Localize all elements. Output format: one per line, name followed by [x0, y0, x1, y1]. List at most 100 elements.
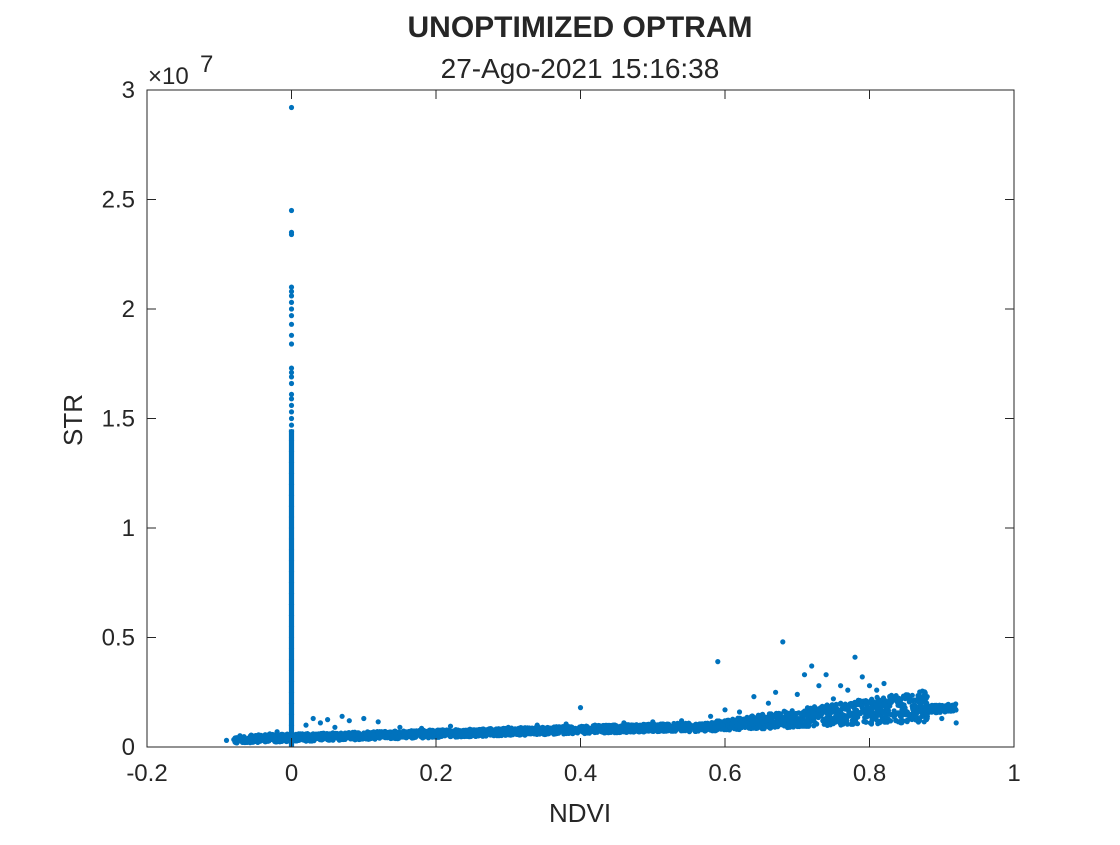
data-point	[835, 708, 841, 714]
data-point	[603, 725, 610, 731]
data-point	[839, 705, 845, 711]
data-point	[795, 716, 802, 722]
data-point	[864, 714, 870, 720]
data-point	[852, 654, 858, 660]
data-point	[248, 732, 254, 738]
data-point	[888, 718, 894, 724]
data-point	[346, 718, 352, 724]
data-point	[813, 721, 819, 727]
data-point	[824, 722, 831, 729]
data-point	[499, 729, 505, 735]
x-tick-label: 1	[1007, 760, 1020, 787]
data-point	[401, 731, 407, 737]
data-point	[809, 663, 815, 669]
data-point	[582, 726, 589, 732]
data-point	[876, 697, 882, 703]
y-exponent: ×10 7	[148, 51, 213, 90]
chart-subtitle: 27-Ago-2021 15:16:38	[441, 53, 720, 84]
data-point	[455, 728, 461, 734]
y-tick-label: 1.5	[102, 406, 135, 433]
data-point	[288, 396, 295, 402]
data-point	[863, 706, 869, 712]
data-point	[801, 708, 808, 714]
data-point	[904, 712, 910, 718]
data-point	[945, 704, 951, 710]
data-point	[651, 727, 657, 734]
data-point	[288, 492, 295, 498]
data-point	[872, 716, 879, 722]
x-tick-label: -0.2	[126, 760, 167, 787]
data-point	[773, 689, 779, 695]
data-point	[806, 722, 812, 728]
x-tick-labels: -0.2 0 0.2 0.4 0.6 0.8 1	[126, 760, 1020, 787]
data-point	[903, 718, 910, 724]
data-point	[830, 696, 837, 702]
data-point	[880, 695, 887, 701]
data-point	[751, 694, 757, 700]
data-point	[909, 692, 915, 698]
data-point	[466, 732, 472, 738]
data-point	[780, 639, 786, 645]
data-point	[830, 708, 836, 714]
data-point	[881, 680, 887, 687]
data-point	[787, 724, 793, 730]
data-point	[356, 730, 362, 737]
data-point	[834, 712, 840, 719]
data-point	[288, 422, 295, 428]
data-point	[288, 365, 295, 371]
data-point	[307, 732, 313, 738]
data-point	[766, 711, 773, 717]
data-point	[915, 719, 922, 725]
chart-title: UNOPTIMIZED OPTRAM	[408, 11, 753, 44]
data-point	[859, 674, 865, 680]
data-point	[658, 722, 664, 729]
data-point	[245, 736, 251, 742]
data-point	[518, 725, 524, 731]
y-tick-marks	[147, 89, 1014, 748]
data-point	[388, 735, 394, 742]
data-point	[371, 734, 377, 740]
data-point	[953, 720, 959, 726]
data-point	[665, 728, 671, 734]
data-point	[288, 536, 295, 542]
data-point	[877, 707, 883, 714]
data-point	[288, 448, 295, 454]
data-point	[770, 723, 776, 729]
data-point	[810, 710, 816, 717]
data-point	[823, 709, 829, 715]
data-point	[716, 723, 722, 730]
data-point	[288, 374, 295, 380]
data-point	[863, 719, 869, 725]
data-point	[288, 437, 295, 443]
data-point	[488, 729, 494, 735]
data-point	[775, 724, 781, 730]
data-point	[288, 207, 295, 214]
data-point	[808, 705, 814, 712]
data-point	[288, 645, 295, 652]
data-point	[505, 724, 511, 730]
data-point	[875, 711, 881, 718]
data-point	[888, 694, 894, 700]
data-point	[288, 525, 295, 531]
data-point	[579, 723, 585, 729]
data-point	[788, 719, 795, 725]
data-point	[314, 735, 320, 742]
data-point	[739, 724, 745, 731]
data-point	[892, 712, 898, 718]
data-point	[895, 700, 902, 706]
data-point	[874, 702, 880, 708]
data-point	[296, 731, 302, 737]
data-point	[837, 720, 843, 726]
data-point	[556, 726, 562, 732]
data-point	[842, 714, 848, 720]
data-point	[361, 715, 367, 722]
data-point	[345, 731, 351, 737]
data-point	[288, 288, 295, 295]
data-point	[471, 731, 477, 737]
data-point	[923, 695, 929, 702]
data-point	[866, 700, 872, 706]
data-point	[635, 728, 641, 735]
data-point	[438, 730, 444, 736]
x-tick-label: 0.6	[708, 760, 741, 787]
x-tick-label: 0	[285, 760, 298, 787]
